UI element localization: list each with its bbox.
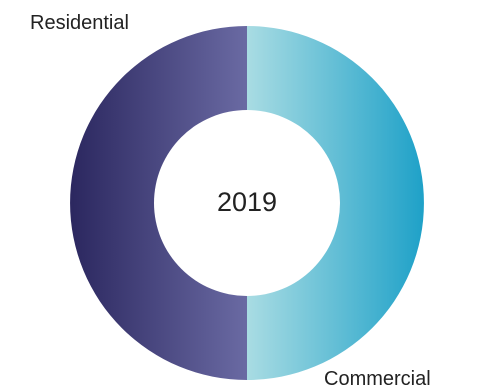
slice-label-commercial: Commercial xyxy=(324,368,431,390)
donut-hole xyxy=(154,110,340,296)
center-year-label: 2019 xyxy=(217,187,277,217)
slice-label-residential: Residential xyxy=(30,12,129,34)
